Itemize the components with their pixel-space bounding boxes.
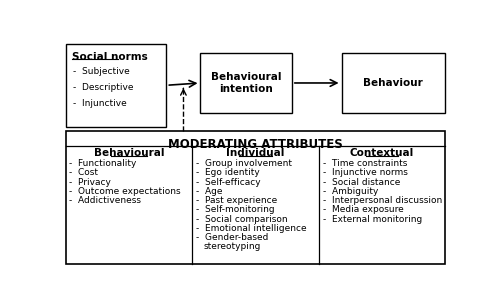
FancyBboxPatch shape [66,131,446,264]
Text: stereotyping: stereotyping [203,242,260,251]
FancyBboxPatch shape [342,53,444,113]
Text: -  Addictiveness: - Addictiveness [70,196,142,205]
Text: -  External monitoring: - External monitoring [322,214,422,224]
Text: Behaviour: Behaviour [363,78,423,88]
Text: -  Gender-based: - Gender-based [196,233,268,242]
Text: -  Media exposure: - Media exposure [322,206,404,214]
Text: -  Privacy: - Privacy [70,178,112,187]
Text: Behavioural: Behavioural [94,148,164,158]
Text: -  Age: - Age [196,187,222,196]
Text: -  Injunctive: - Injunctive [74,99,127,108]
Text: -  Descriptive: - Descriptive [74,83,134,92]
Text: Social norms: Social norms [72,52,148,62]
Text: -  Self-monitoring: - Self-monitoring [196,206,274,214]
Text: -  Emotional intelligence: - Emotional intelligence [196,224,306,233]
Text: Contextual: Contextual [350,148,414,158]
Text: -  Time constraints: - Time constraints [322,159,407,168]
Text: -  Functionality: - Functionality [70,159,137,168]
Text: -  Social comparison: - Social comparison [196,214,288,224]
Text: -  Past experience: - Past experience [196,196,278,205]
FancyBboxPatch shape [66,44,166,127]
Text: Individual: Individual [226,148,284,158]
Text: -  Ambiguity: - Ambiguity [322,187,378,196]
FancyBboxPatch shape [200,53,292,113]
Text: -  Ego identity: - Ego identity [196,168,260,177]
Text: -  Group involvement: - Group involvement [196,159,292,168]
Text: -  Self-efficacy: - Self-efficacy [196,178,260,187]
Text: -  Outcome expectations: - Outcome expectations [70,187,181,196]
Text: -  Social distance: - Social distance [322,178,400,187]
Text: Behavioural
intention: Behavioural intention [211,72,282,94]
Text: -  Interpersonal discussion: - Interpersonal discussion [322,196,442,205]
Text: MODERATING ATTRIBUTES: MODERATING ATTRIBUTES [168,138,343,152]
Text: -  Cost: - Cost [70,168,98,177]
Text: -  Subjective: - Subjective [74,67,130,76]
Text: -  Injunctive norms: - Injunctive norms [322,168,408,177]
